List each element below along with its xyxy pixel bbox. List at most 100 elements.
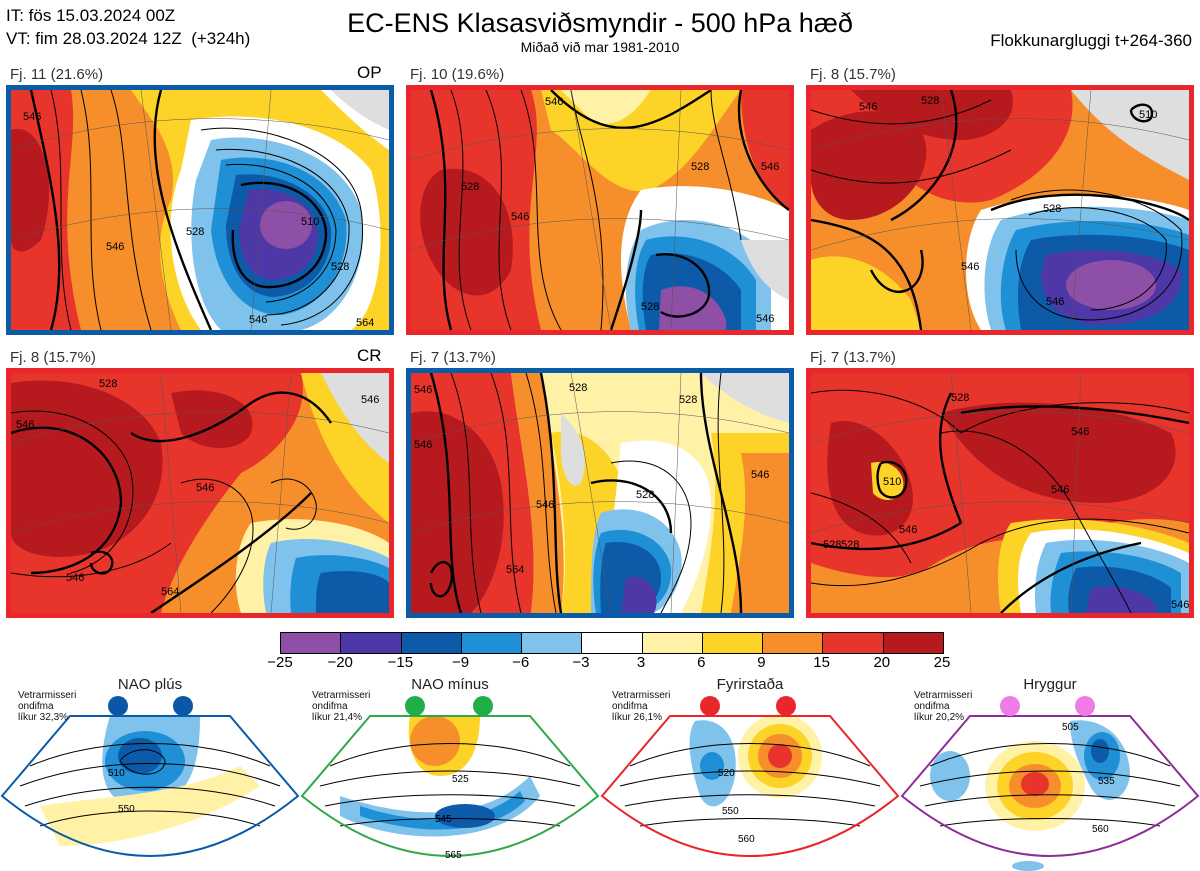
- contour-label: 546: [859, 101, 877, 113]
- regime-contour-label: 565: [445, 850, 462, 861]
- regime-contour-label: 535: [1098, 776, 1115, 787]
- colorbar-segment: [460, 633, 522, 653]
- regime-title: NAO mínus: [411, 676, 489, 693]
- contour-label: 510: [301, 216, 319, 228]
- colorbar-segment: [762, 633, 823, 653]
- contour-label: 528: [99, 378, 117, 390]
- regime-info: Vetrarmisseri ondifma líkur 32,3%: [18, 690, 77, 723]
- panel-1-tag: OP: [357, 63, 382, 82]
- colorbar-tick-label: −20: [327, 654, 353, 671]
- regime-panels: 510 550 NAO plús Vetrarmisseri ondifma lík…: [0, 676, 1200, 871]
- colorbar-tick-label: −15: [387, 654, 414, 671]
- contour-label: 528: [921, 95, 939, 107]
- colorbar-segment: [581, 633, 642, 653]
- regime-marker-dot: [108, 696, 128, 716]
- regime-info: Vetrarmisseri ondifma líkur 20,2%: [914, 690, 973, 723]
- contour-label: 528: [636, 489, 654, 501]
- regime-marker-dot: [700, 696, 720, 716]
- panel-3-label: Fj. 8 (15.7%): [810, 66, 896, 83]
- contour-label: 510: [1139, 109, 1157, 121]
- regime-info: Vetrarmisseri ondifma líkur 26,1%: [612, 690, 671, 723]
- contour-label: 546: [249, 314, 267, 326]
- contour-label: 546: [1051, 484, 1069, 496]
- regime-contour-label: 505: [1062, 722, 1079, 733]
- colorbar-tick-label: 25: [933, 654, 951, 671]
- contour-label: 528: [691, 161, 709, 173]
- colorbar-tick-label: −3: [572, 654, 590, 671]
- colorbar-tick-label: 15: [813, 654, 830, 671]
- contour-label: 546: [66, 572, 84, 584]
- contour-label: 546: [23, 111, 41, 123]
- colorbar-tick-label: 3: [636, 654, 646, 671]
- panel-4-label: Fj. 8 (15.7%): [10, 349, 96, 366]
- colorbar-segment: [340, 633, 401, 653]
- classification-window: Flokkunargluggi t+264-360: [990, 31, 1192, 50]
- cluster-map-6: 528 546 528 546 510 546 528 546: [806, 368, 1194, 618]
- panel-5-label: Fj. 7 (13.7%): [410, 349, 496, 366]
- regime-marker-dot: [405, 696, 425, 716]
- regime-title: NAO plús: [117, 676, 183, 693]
- contour-label: 546: [1046, 296, 1064, 308]
- colorbar-segment: [701, 633, 763, 653]
- panel-6-label: Fj. 7 (13.7%): [810, 349, 896, 366]
- contour-label: 546: [106, 241, 124, 253]
- init-time: IT: fös 15.03.2024 00Z: [6, 6, 176, 25]
- regime-marker-dot: [1000, 696, 1020, 716]
- regime-contour-label: 525: [452, 774, 469, 785]
- contour-label: 546: [961, 261, 979, 273]
- contour-label: 528: [951, 392, 969, 404]
- panel-2-label: Fj. 10 (19.6%): [410, 66, 505, 83]
- contour-label: 546: [756, 313, 774, 325]
- contour-label: 528: [186, 226, 204, 238]
- contour-label: 528: [841, 539, 859, 551]
- colorbar-ticks: −25 −20 −15 −9 −6 −3 3 6 9 15 20 25: [267, 654, 950, 674]
- contour-label: 546: [196, 482, 214, 494]
- colorbar-segment: [521, 633, 582, 653]
- colorbar-segment: [281, 633, 341, 653]
- regime-contour-label: 520: [718, 768, 735, 779]
- colorbar-tick-label: −6: [512, 654, 530, 671]
- regime-info: Vetrarmisseri ondifma líkur 21,4%: [312, 690, 371, 723]
- contour-label: 528: [461, 181, 479, 193]
- colorbar-tick-label: 9: [757, 654, 766, 671]
- contour-label: 546: [761, 161, 779, 173]
- valid-time: VT: fim 28.03.2024 12Z (+324h): [6, 29, 251, 48]
- contour-label: 564: [356, 317, 374, 329]
- cluster-map-5: 546 528 546 528 546 564 528 546: [406, 368, 794, 618]
- contour-label: 528: [641, 301, 659, 313]
- contour-label: 546: [361, 394, 379, 406]
- colorbar-tick-label: −9: [451, 654, 470, 671]
- regime-ridge: 505 535 560 Hryggur Vetrarmisseri ondifma…: [900, 676, 1200, 871]
- contour-label: 546: [751, 469, 769, 481]
- contour-label: 528: [823, 539, 841, 551]
- cluster-map-1: 546 546 528 510 528 546 564: [6, 85, 394, 335]
- regime-contour-label: 560: [738, 834, 755, 845]
- regime-contour-label: 560: [1092, 824, 1109, 835]
- cluster-map-4: 528 546 546 546 564 546: [6, 368, 394, 618]
- colorbar-tick-label: 20: [873, 654, 891, 671]
- colorbar: [280, 632, 944, 654]
- contour-label: 546: [414, 439, 432, 451]
- regime-marker-dot: [173, 696, 193, 716]
- contour-label: 546: [545, 96, 563, 108]
- colorbar-tick-label: 6: [697, 654, 706, 671]
- contour-label: 546: [536, 499, 554, 511]
- regime-nao-minus: 525 545 565 NAO mínus Vetrarmisseri ondif…: [300, 676, 600, 871]
- colorbar-segment: [641, 633, 702, 653]
- contour-label: 510: [883, 476, 901, 488]
- colorbar-segment: [882, 633, 943, 653]
- regime-marker-dot: [776, 696, 796, 716]
- regime-contour-label: 550: [118, 804, 135, 815]
- contour-label: 546: [1071, 426, 1089, 438]
- page-subtitle: Miðað við mar 1981-2010: [520, 39, 680, 55]
- regime-contour-label: 510: [108, 768, 125, 779]
- cluster-map-2: 546 528 546 528 546 528 546: [406, 85, 794, 335]
- contour-label: 564: [506, 564, 524, 576]
- contour-label: 528: [569, 382, 587, 394]
- regime-title: Fyrirstaða: [716, 676, 784, 693]
- regime-title: Hryggur: [1023, 676, 1077, 693]
- contour-label: 528: [679, 394, 697, 406]
- colorbar-segment: [400, 633, 461, 653]
- colorbar-segment: [822, 633, 883, 653]
- contour-label: 528: [1043, 203, 1061, 215]
